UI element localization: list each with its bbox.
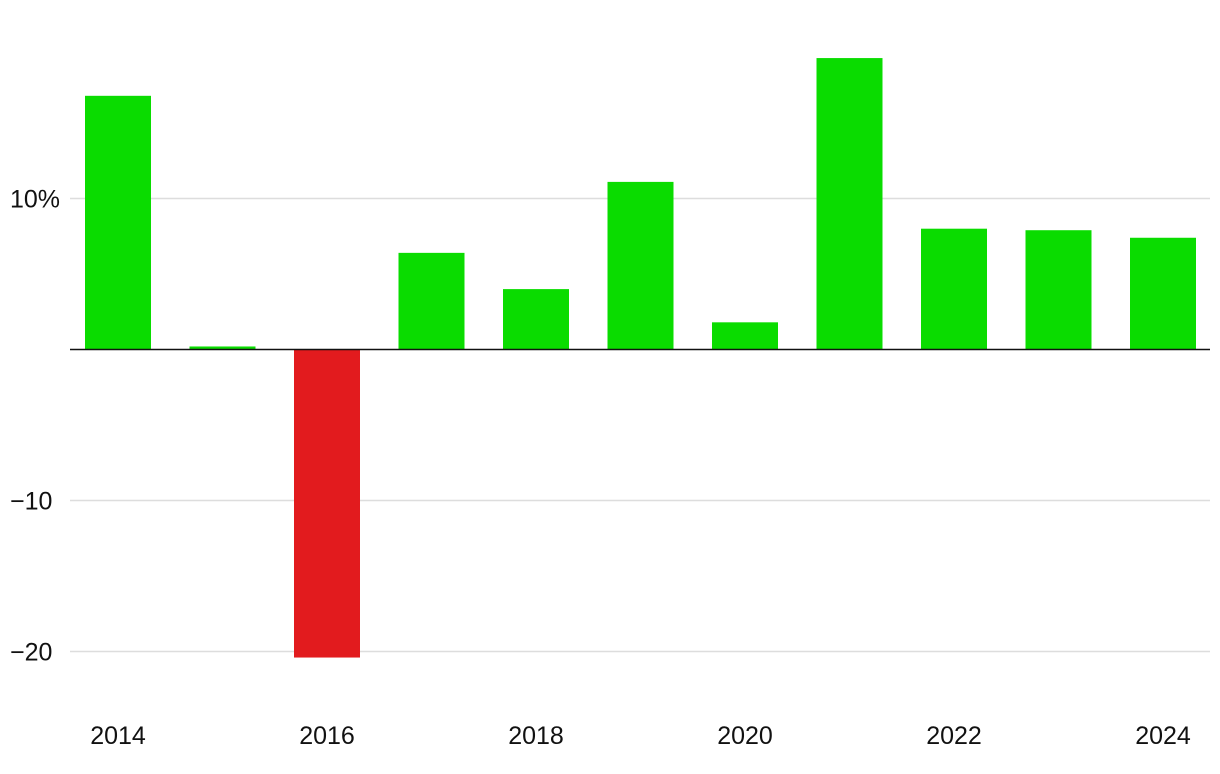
bar-2015 xyxy=(189,346,256,350)
x-tick-label: 2024 xyxy=(1135,722,1191,750)
label-layer: 10% −10 −20 2014 2016 2018 2020 2022 2024 xyxy=(10,186,1191,751)
bar-2017 xyxy=(398,252,465,350)
bar-2016 xyxy=(294,349,360,658)
bar-2023 xyxy=(1025,230,1092,350)
bar-layer xyxy=(85,58,1196,658)
bar-2019 xyxy=(607,181,674,350)
bar-2014 xyxy=(85,95,151,350)
bar-2024 xyxy=(1130,237,1196,350)
x-tick-label: 2018 xyxy=(508,722,564,750)
bar-2020 xyxy=(712,322,778,350)
bar-2022 xyxy=(921,228,987,350)
x-tick-label: 2014 xyxy=(90,722,146,750)
bar-2021 xyxy=(816,58,883,350)
y-tick-label: −10 xyxy=(10,488,52,516)
bar-2018 xyxy=(503,289,569,350)
y-tick-label: 10% xyxy=(10,186,60,214)
x-tick-label: 2020 xyxy=(717,722,773,750)
x-tick-label: 2022 xyxy=(926,722,982,750)
x-tick-label: 2016 xyxy=(299,722,355,750)
y-tick-label: −20 xyxy=(10,639,52,667)
